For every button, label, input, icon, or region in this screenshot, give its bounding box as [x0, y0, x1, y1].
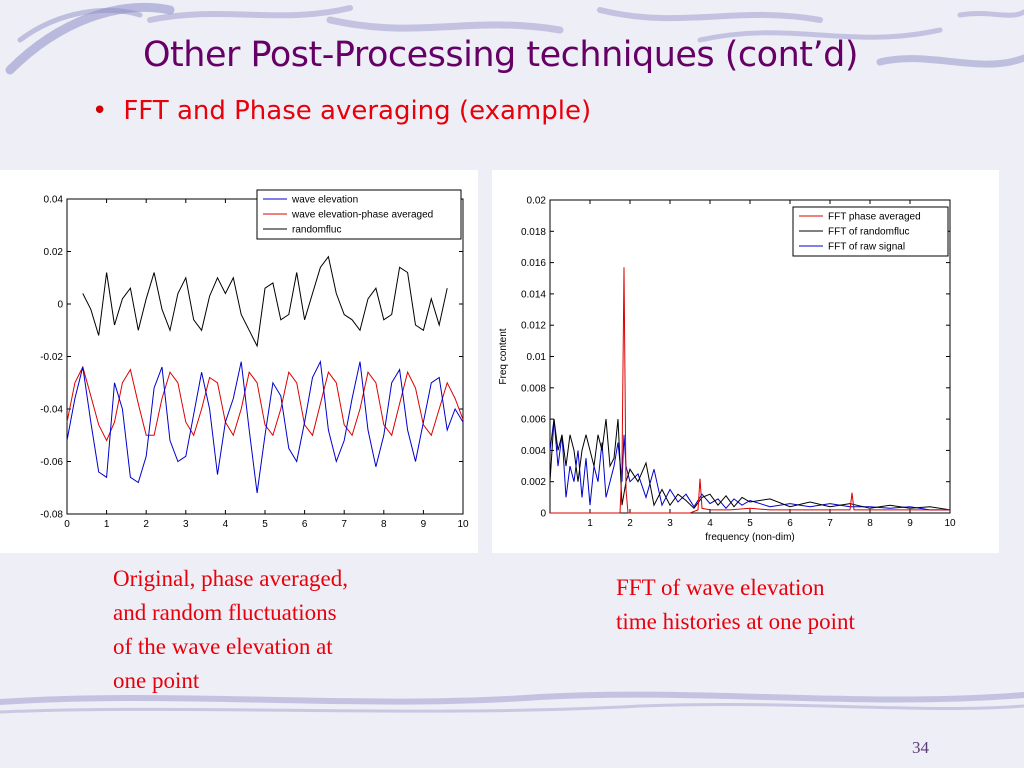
caption-line: and random fluctuations	[113, 600, 337, 625]
legend-label: FFT phase averaged	[828, 212, 921, 223]
y-tick-label: 0.016	[521, 258, 546, 269]
fft-chart: 1 2 3 4 5 6 7 8 9 10 0 0.002 0.004 0.006 0.008 0.01 0.01…	[498, 196, 956, 544]
legend-label: wave elevation-phase averaged	[291, 210, 433, 221]
y-tick-label: 0.004	[521, 446, 546, 457]
y-axis-label: Freq content	[498, 328, 509, 384]
x-tick-label: 10	[944, 518, 956, 529]
series-line	[82, 255, 448, 348]
x-tick-label: 8	[381, 519, 387, 530]
y-tick-label: 0.02	[527, 196, 547, 207]
x-tick-label: 4	[223, 519, 229, 530]
slide-title: Other Post-Processing techniques (cont’d…	[143, 35, 858, 75]
caption-line: Original, phase averaged,	[113, 566, 349, 591]
y-tick-label: 0.006	[521, 415, 546, 426]
x-tick-label: 3	[667, 518, 673, 529]
x-tick-label: 9	[907, 518, 913, 529]
x-tick-label: 10	[457, 519, 469, 530]
x-tick-label: 3	[183, 519, 189, 530]
x-axis-label: frequency (non-dim)	[705, 532, 794, 543]
x-tick-label: 6	[302, 519, 308, 530]
y-tick-label: 0.04	[44, 195, 64, 206]
x-tick-label: 6	[787, 518, 793, 529]
x-tick-label: 7	[341, 519, 347, 530]
x-tick-label: 0	[64, 519, 70, 530]
y-tick-label: 0.02	[44, 247, 64, 258]
x-tick-label: 8	[867, 518, 873, 529]
bullet-symbol: •	[92, 96, 108, 126]
caption-line: one point	[113, 668, 200, 693]
caption-line: FFT of wave elevation	[616, 575, 825, 600]
time-history-chart: 0 1 2 3 4 5 6 7 8 9 10 -0.08 -0.06 -0.04 -0.02 0 0.02 0.0…	[40, 189, 469, 530]
y-tick-label: 0.012	[521, 321, 546, 332]
y-tick-label: 0.014	[521, 289, 546, 300]
series-line	[550, 267, 950, 514]
bullet-text: FFT and Phase averaging (example)	[123, 96, 592, 126]
legend-label: wave elevation	[291, 195, 358, 206]
y-tick-label: 0.008	[521, 383, 546, 394]
time-history-chart-panel: 0 1 2 3 4 5 6 7 8 9 10 -0.08 -0.06 -0.04 -0.02 0 0.02 0.0…	[0, 170, 478, 553]
legend-box	[256, 189, 462, 240]
series-line	[66, 359, 464, 494]
legend-label: randomfluc	[292, 225, 341, 236]
x-tick-label: 4	[707, 518, 713, 529]
x-tick-label: 1	[587, 518, 593, 529]
y-tick-label: 0	[57, 300, 63, 311]
caption-line: time histories at one point	[616, 609, 855, 634]
x-tick-label: 2	[627, 518, 633, 529]
x-tick-label: 9	[421, 519, 427, 530]
caption-fft: FFT of wave elevation time histories at …	[616, 571, 936, 639]
x-tick-label: 1	[104, 519, 110, 530]
y-tick-label: -0.06	[40, 457, 63, 468]
page-number: 34	[912, 738, 929, 757]
y-tick-label: -0.02	[40, 352, 63, 363]
plot-area	[66, 198, 464, 515]
y-tick-label: -0.04	[40, 405, 63, 416]
y-tick-label: 0	[540, 509, 546, 520]
legend-label: FFT of randomfluc	[828, 227, 910, 238]
fft-chart-panel: 1 2 3 4 5 6 7 8 9 10 0 0.002 0.004 0.006 0.008 0.01 0.01…	[492, 170, 999, 553]
caption-time-history: Original, phase averaged, and random flu…	[113, 562, 413, 698]
x-tick-label: 7	[827, 518, 833, 529]
x-tick-label: 5	[747, 518, 753, 529]
x-tick-label: 5	[262, 519, 268, 530]
y-tick-label: 0.002	[521, 477, 546, 488]
series-line	[549, 419, 951, 511]
x-tick-label: 2	[143, 519, 149, 530]
series-line	[66, 365, 464, 442]
legend-label: FFT of raw signal	[828, 242, 905, 253]
bullet-item: • FFT and Phase averaging (example)	[92, 96, 591, 126]
caption-line: of the wave elevation at	[113, 634, 333, 659]
y-tick-label: 0.01	[527, 352, 547, 363]
y-tick-label: -0.08	[40, 510, 63, 521]
y-tick-label: 0.018	[521, 227, 546, 238]
